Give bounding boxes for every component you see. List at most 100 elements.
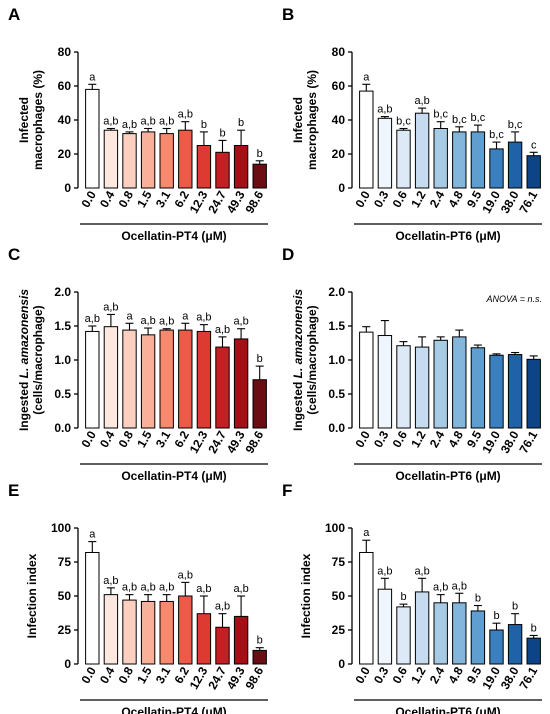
significance-label: a,b — [414, 565, 429, 577]
x-tick-label: 2.4 — [427, 188, 448, 210]
x-tick-label: 76.1 — [516, 428, 540, 456]
significance-label: a — [363, 71, 370, 83]
bar — [196, 330, 212, 429]
y-tick-label: 25 — [58, 623, 72, 637]
significance-label: b — [257, 353, 263, 365]
significance-label: b,c — [396, 116, 411, 128]
bar — [396, 129, 411, 189]
x-tick-label: 76.1 — [516, 188, 540, 216]
significance-label: b,c — [452, 114, 467, 126]
x-tick-label: 0.3 — [371, 664, 392, 686]
bar — [122, 133, 137, 189]
x-axis-label: Ocellatin-PT6 (μM) — [395, 469, 500, 483]
x-tick-label: 38.0 — [498, 664, 522, 692]
significance-label: b — [475, 593, 481, 605]
significance-label: b — [531, 622, 537, 634]
significance-label: a — [363, 527, 370, 539]
bar — [489, 148, 504, 189]
significance-label: a — [89, 529, 96, 541]
x-tick-label: 0.0 — [352, 664, 373, 686]
x-tick-label: 12.3 — [187, 188, 211, 216]
significance-label: b — [219, 127, 225, 139]
bar — [196, 613, 212, 665]
significance-label: b — [400, 591, 406, 603]
x-tick-label: 76.1 — [516, 664, 540, 692]
significance-label: b,c — [489, 129, 504, 141]
bar — [103, 594, 119, 665]
bar — [140, 334, 156, 429]
bar — [470, 131, 486, 189]
significance-label: b — [257, 148, 263, 160]
x-tick-label: 1.2 — [408, 428, 429, 450]
x-tick-label: 0.3 — [371, 428, 392, 450]
y-axis-label: Infection index — [299, 553, 313, 638]
bar — [85, 88, 100, 189]
significance-label: c — [531, 139, 537, 151]
bar — [526, 637, 541, 665]
x-tick-label: 0.8 — [116, 428, 137, 450]
x-tick-label: 0.0 — [78, 188, 99, 210]
x-tick-label: 98.6 — [242, 428, 266, 456]
bar — [470, 347, 486, 429]
y-tick-label: 20 — [332, 147, 346, 161]
significance-label: a,b — [233, 583, 248, 595]
x-axis-label: Ocellatin-PT4 (μM) — [121, 469, 226, 483]
x-tick-label: 0.0 — [352, 188, 373, 210]
bar — [103, 129, 119, 189]
bar — [359, 90, 374, 189]
bar — [159, 600, 174, 665]
bar — [377, 117, 393, 189]
bar — [215, 626, 230, 665]
x-tick-label: 49.3 — [224, 664, 248, 692]
bar — [377, 588, 393, 665]
bar — [489, 354, 504, 429]
significance-label: a,b — [178, 109, 193, 121]
x-axis-label: Ocellatin-PT6 (μM) — [395, 229, 500, 243]
x-tick-label: 98.6 — [242, 664, 266, 692]
significance-label: a,b — [215, 324, 230, 336]
bar — [359, 331, 374, 429]
y-tick-label: 75 — [332, 555, 346, 569]
y-tick-label: 20 — [58, 147, 72, 161]
y-tick-label: 40 — [58, 113, 72, 127]
y-axis-label: Ingested L. amazonensis — [17, 289, 31, 431]
x-tick-label: 3.1 — [153, 188, 174, 210]
significance-label: a,b — [103, 301, 118, 313]
y-tick-label: 1.0 — [54, 353, 71, 367]
x-tick-label: 3.1 — [153, 428, 174, 450]
y-tick-label: 0.5 — [54, 387, 71, 401]
significance-label: a,b — [196, 312, 211, 324]
significance-label: a,b — [196, 583, 211, 595]
anova-note: ANOVA = n.s. — [486, 294, 542, 304]
x-tick-label: 0.3 — [371, 188, 392, 210]
y-tick-label: 50 — [332, 589, 346, 603]
y-tick-label: 60 — [58, 79, 72, 93]
y-axis-label: Infected — [291, 97, 305, 143]
x-tick-label: 4.8 — [445, 428, 466, 450]
significance-label: a,b — [377, 104, 392, 116]
bar — [178, 329, 193, 429]
bar — [396, 606, 411, 665]
y-axis-label: Infected — [17, 97, 31, 143]
bar — [196, 145, 212, 189]
bar — [178, 129, 193, 189]
x-tick-label: 0.8 — [116, 188, 137, 210]
bar — [414, 112, 430, 189]
significance-label: a — [182, 310, 189, 322]
significance-label: a,b — [122, 119, 137, 131]
y-axis-label: (cells/macrophage) — [31, 305, 45, 414]
significance-label: a,b — [140, 116, 155, 128]
bar — [433, 128, 448, 189]
significance-label: b — [238, 117, 244, 129]
bar — [103, 326, 119, 429]
bar — [215, 151, 230, 189]
x-tick-label: 0.0 — [78, 428, 99, 450]
x-tick-label: 24.7 — [205, 428, 229, 456]
significance-label: a — [126, 310, 133, 322]
significance-label: a,b — [159, 116, 174, 128]
bar — [159, 329, 174, 429]
bar — [252, 379, 267, 429]
significance-label: b — [257, 635, 263, 647]
bar — [433, 339, 448, 429]
